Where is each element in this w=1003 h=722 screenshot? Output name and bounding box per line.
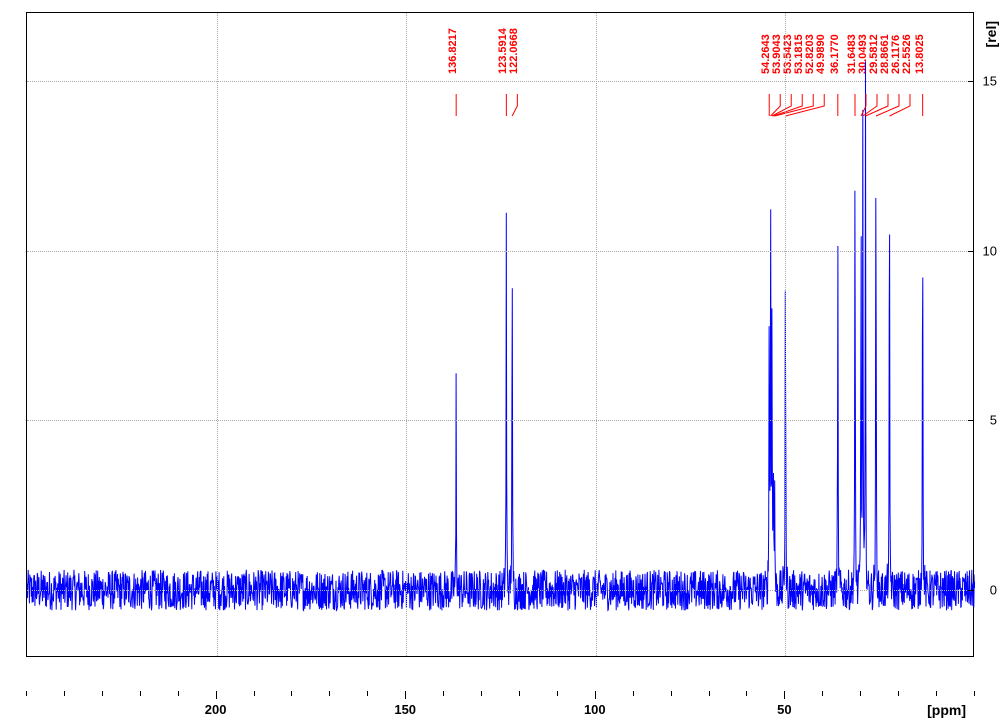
y-tick-label: 0 xyxy=(990,583,997,598)
gridline-v xyxy=(406,13,407,656)
x-tick xyxy=(64,691,65,696)
x-tick xyxy=(26,691,27,696)
x-tick xyxy=(178,691,179,696)
x-tick xyxy=(405,691,406,699)
x-tick xyxy=(974,691,975,696)
nmr-chart: [rel] 136.8217123.5914122.066854.264353.… xyxy=(26,12,974,692)
gridline-v xyxy=(596,13,597,656)
x-tick xyxy=(671,691,672,696)
x-tick xyxy=(140,691,141,696)
y-axis: 0 5 10 15 xyxy=(973,13,1001,658)
gridline-v xyxy=(785,13,786,656)
gridline-h xyxy=(27,81,973,82)
x-tick xyxy=(102,691,103,696)
x-tick xyxy=(709,691,710,696)
spectrum-trace xyxy=(27,13,975,658)
peak-tick xyxy=(512,94,517,116)
y-tick-label: 15 xyxy=(983,73,997,88)
y-tick-label: 5 xyxy=(990,413,997,428)
x-tick xyxy=(519,691,520,696)
y-tick xyxy=(968,81,974,82)
y-tick-label: 10 xyxy=(983,243,997,258)
x-axis-title: [ppm] xyxy=(927,702,966,718)
y-tick xyxy=(968,590,974,591)
y-tick xyxy=(968,420,974,421)
x-axis: [ppm] 200 150 100 50 xyxy=(26,692,974,722)
gridline-h xyxy=(27,590,973,591)
x-tick xyxy=(898,691,899,696)
peak-tick xyxy=(889,94,910,116)
x-tick xyxy=(822,691,823,696)
x-tick-label: 50 xyxy=(777,702,791,717)
x-tick xyxy=(595,691,596,699)
x-tick-label: 200 xyxy=(205,702,227,717)
x-tick xyxy=(291,691,292,696)
x-tick-label: 100 xyxy=(584,702,606,717)
x-tick xyxy=(936,691,937,696)
x-tick xyxy=(633,691,634,696)
x-tick xyxy=(557,691,558,696)
x-tick xyxy=(254,691,255,696)
x-tick xyxy=(329,691,330,696)
x-tick xyxy=(784,691,785,699)
y-tick xyxy=(968,251,974,252)
x-tick xyxy=(860,691,861,696)
x-tick xyxy=(746,691,747,696)
plot-area: [rel] 136.8217123.5914122.066854.264353.… xyxy=(26,12,974,657)
spectrum-line xyxy=(27,61,975,610)
x-tick-label: 150 xyxy=(394,702,416,717)
x-tick xyxy=(216,691,217,699)
x-tick xyxy=(481,691,482,696)
gridline-h xyxy=(27,420,973,421)
x-tick xyxy=(443,691,444,696)
gridline-h xyxy=(27,251,973,252)
gridline-v xyxy=(217,13,218,656)
x-tick xyxy=(367,691,368,696)
